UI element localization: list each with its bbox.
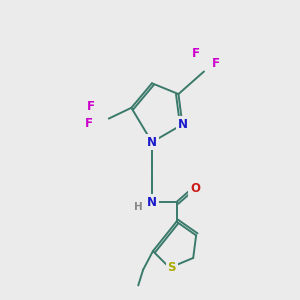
Text: N: N — [147, 196, 157, 208]
Text: N: N — [177, 118, 188, 131]
Text: F: F — [85, 117, 93, 130]
Text: H: H — [134, 202, 142, 212]
Text: F: F — [212, 57, 220, 70]
Text: O: O — [190, 182, 200, 195]
Text: F: F — [87, 100, 95, 113]
Text: F: F — [192, 47, 200, 60]
Text: N: N — [147, 136, 157, 148]
Text: S: S — [167, 261, 176, 274]
